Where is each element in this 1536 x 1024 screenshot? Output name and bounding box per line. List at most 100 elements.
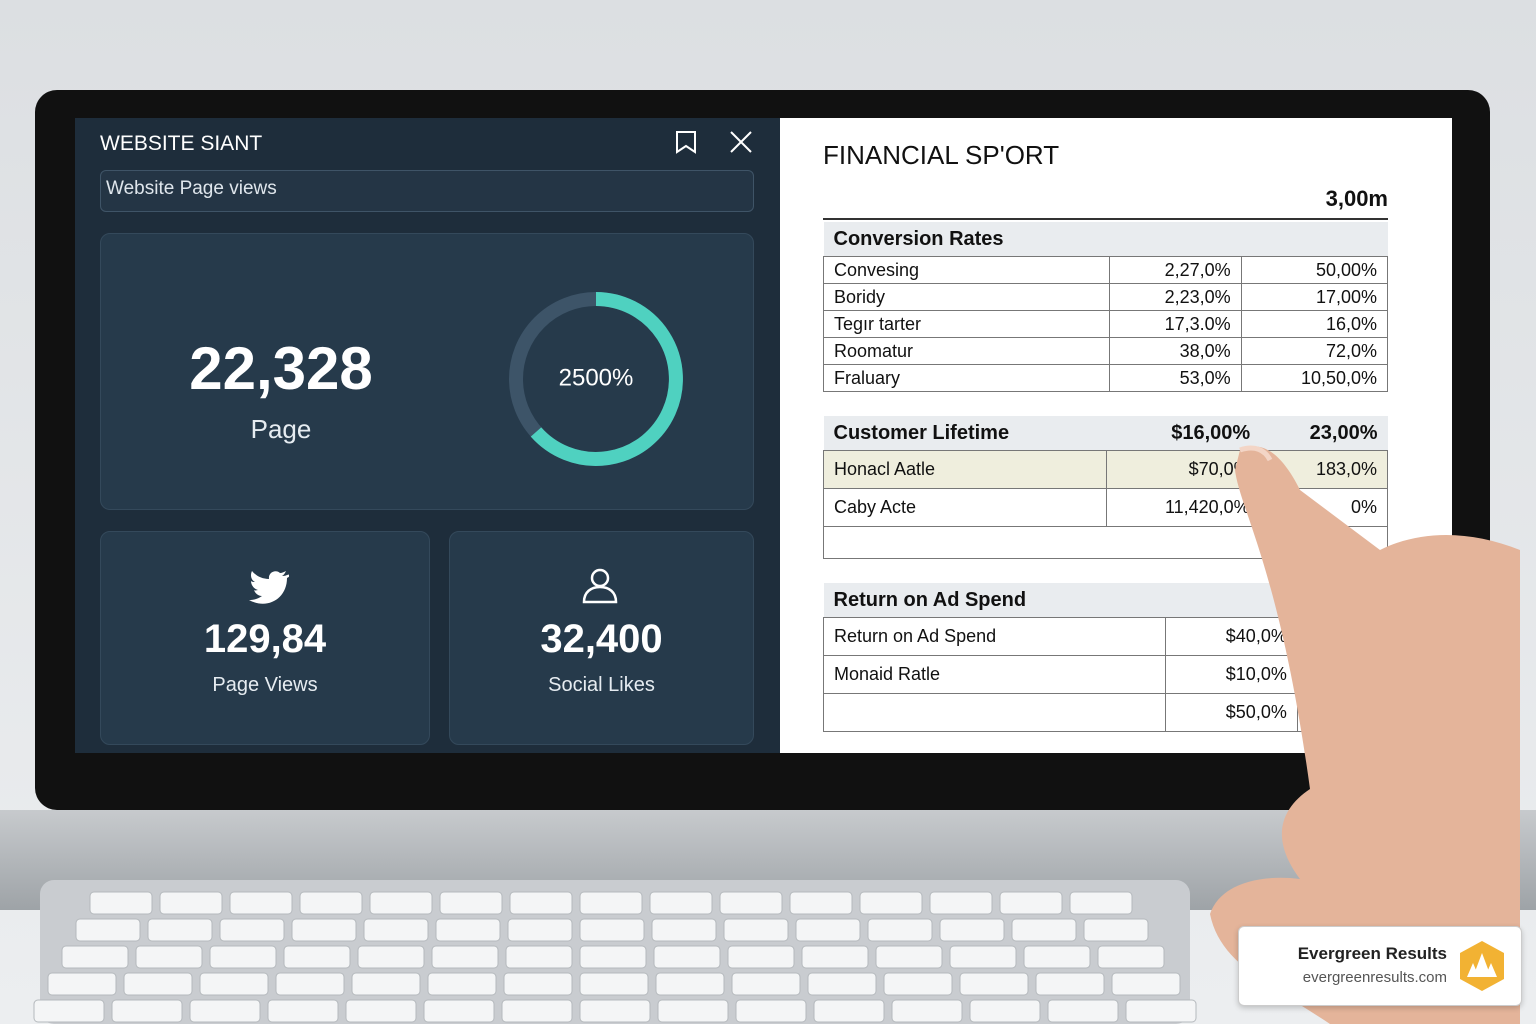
key — [867, 918, 933, 942]
key — [795, 918, 861, 942]
key — [299, 891, 363, 915]
section-title: Conversion Rates — [823, 222, 1110, 257]
row-value: 38,0% — [1109, 337, 1242, 365]
row-label: Monaid Ratle — [823, 655, 1166, 694]
key — [351, 972, 421, 996]
key — [47, 972, 117, 996]
card: 32,400 Social Likes — [449, 531, 754, 745]
key — [123, 972, 193, 996]
key — [653, 945, 721, 969]
key — [283, 945, 351, 969]
row-value: 50,00% — [1240, 256, 1389, 284]
key — [345, 999, 417, 1023]
key — [147, 918, 213, 942]
brand-name: Evergreen Results — [1297, 944, 1447, 963]
row-label: Roomatur — [822, 337, 1111, 365]
key — [727, 945, 795, 969]
key — [435, 918, 501, 942]
key — [291, 918, 357, 942]
card-label: Social Likes — [548, 674, 655, 696]
key — [1111, 972, 1181, 996]
search-box[interactable]: Website Page views — [100, 170, 754, 212]
key — [1097, 945, 1165, 969]
row-label: Convesing — [822, 256, 1111, 284]
key — [1047, 999, 1119, 1023]
key — [929, 891, 993, 915]
key — [969, 999, 1041, 1023]
key — [369, 891, 433, 915]
key — [579, 945, 647, 969]
brand-logo — [1460, 941, 1504, 991]
report-panel: FINANCIAL SP'ORT 3,00m Conversion Rates C… — [780, 118, 1452, 753]
table-row: Roomatur 38,0% 72,0% — [822, 337, 1389, 365]
row-value: 2,27,0% — [1109, 256, 1242, 284]
key — [1083, 918, 1149, 942]
table-row: Honacl Aatle $70,0% 183,0% — [822, 450, 1389, 489]
key — [61, 945, 129, 969]
key — [735, 999, 807, 1023]
key — [657, 999, 729, 1023]
section-header: Conversion Rates — [823, 222, 1388, 257]
row-value: $70,0% — [1106, 450, 1261, 489]
row-value: $40,0% — [1164, 617, 1298, 656]
key — [579, 918, 645, 942]
key — [1011, 918, 1077, 942]
window-controls — [676, 131, 752, 154]
row-value: 16,0% — [1240, 310, 1389, 338]
row-label: Return on Ad Spend — [823, 617, 1166, 656]
row-value: 10,50,0% — [1240, 364, 1389, 392]
report-total: 3,00m — [823, 186, 1388, 220]
hand — [1210, 445, 1520, 1024]
report-title: FINANCIAL SP'ORT — [823, 140, 1060, 170]
card-value: 129,84 — [203, 617, 327, 661]
header-value: $16,00% — [1106, 416, 1261, 451]
key — [1125, 999, 1197, 1023]
key — [89, 891, 153, 915]
table-row: Tegır tarter 17,3.0% 16,0% — [822, 310, 1389, 338]
key — [357, 945, 425, 969]
report-section: Customer Lifetime $16,00% 23,00% Honacl Aat… — [822, 416, 1389, 559]
gauge-label: 2500% — [559, 364, 634, 391]
user-icon — [582, 568, 618, 604]
section-title: Customer Lifetime — [823, 416, 1107, 451]
row-value: $10,0% — [1164, 655, 1298, 694]
key — [1023, 945, 1091, 969]
key — [999, 891, 1063, 915]
table-row: Convesing 2,27,0% 50,00% — [822, 256, 1389, 284]
window-title: WEBSITE SIANT — [100, 132, 263, 155]
key — [579, 999, 651, 1023]
row-value: 53,0% — [1109, 364, 1242, 392]
key — [111, 999, 183, 1023]
row-value: $50,0% — [1164, 693, 1298, 732]
key — [199, 972, 269, 996]
key — [427, 972, 497, 996]
search-text: Website Page views — [106, 178, 277, 199]
brand-badge[interactable]: Evergreen Results evergreenresults.com — [1238, 926, 1522, 1006]
report-section: Return on Ad Spend$2Return on Ad Spend$4… — [823, 583, 1389, 732]
row-value: 72,0% — [1240, 337, 1389, 365]
key — [509, 891, 573, 915]
main-label: Page — [250, 414, 312, 444]
dashboard-panel: WEBSITE SIANT Website Page views 22,328 … — [75, 118, 780, 753]
key — [649, 891, 713, 915]
header-value — [1109, 222, 1242, 257]
key — [363, 918, 429, 942]
key — [859, 891, 923, 915]
key — [267, 999, 339, 1023]
header-value — [1241, 222, 1388, 257]
key — [789, 891, 853, 915]
key — [275, 972, 345, 996]
key — [723, 918, 789, 942]
main-card: 22,328 Page 2500% — [100, 233, 754, 510]
table-row: Boridy 2,23,0% 17,00% — [822, 283, 1389, 311]
key — [135, 945, 203, 969]
key — [209, 945, 277, 969]
key — [159, 891, 223, 915]
key — [875, 945, 943, 969]
key — [883, 972, 953, 996]
section-title: Return on Ad Spend — [823, 583, 1166, 618]
header-value: 23,00% — [1260, 416, 1388, 451]
card-label: Page Views — [212, 674, 318, 696]
report-table: Return on Ad Spend$2Return on Ad Spend$4… — [823, 583, 1389, 732]
